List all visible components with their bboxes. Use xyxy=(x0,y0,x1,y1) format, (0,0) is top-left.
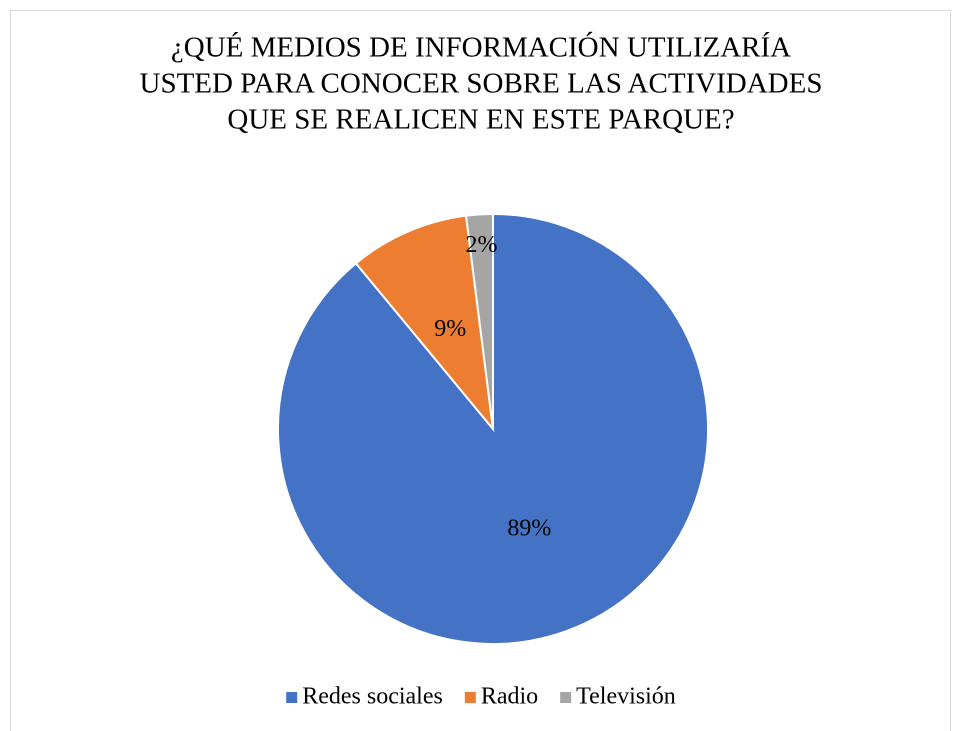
legend-swatch xyxy=(464,692,476,703)
legend-label: Televisión xyxy=(576,684,676,710)
pie-slice xyxy=(464,212,494,430)
legend-label: Redes sociales xyxy=(302,684,443,710)
legend-swatch xyxy=(286,692,298,703)
chart-title: QUE SE REALICEN EN ESTE PARQUE? xyxy=(227,104,734,136)
legend-swatch xyxy=(560,692,572,703)
pie-slice xyxy=(354,214,495,433)
data-label: 2% xyxy=(466,232,498,258)
chart-title: USTED PARA CONOCER SOBRE LAS ACTIVIDADES xyxy=(140,68,823,100)
chart-title: ¿QUÉ MEDIOS DE INFORMACIÓN UTILIZARÍA xyxy=(171,31,791,64)
data-label: 9% xyxy=(434,316,466,342)
legend-label: Radio xyxy=(481,684,538,710)
data-label: 89% xyxy=(507,516,551,542)
